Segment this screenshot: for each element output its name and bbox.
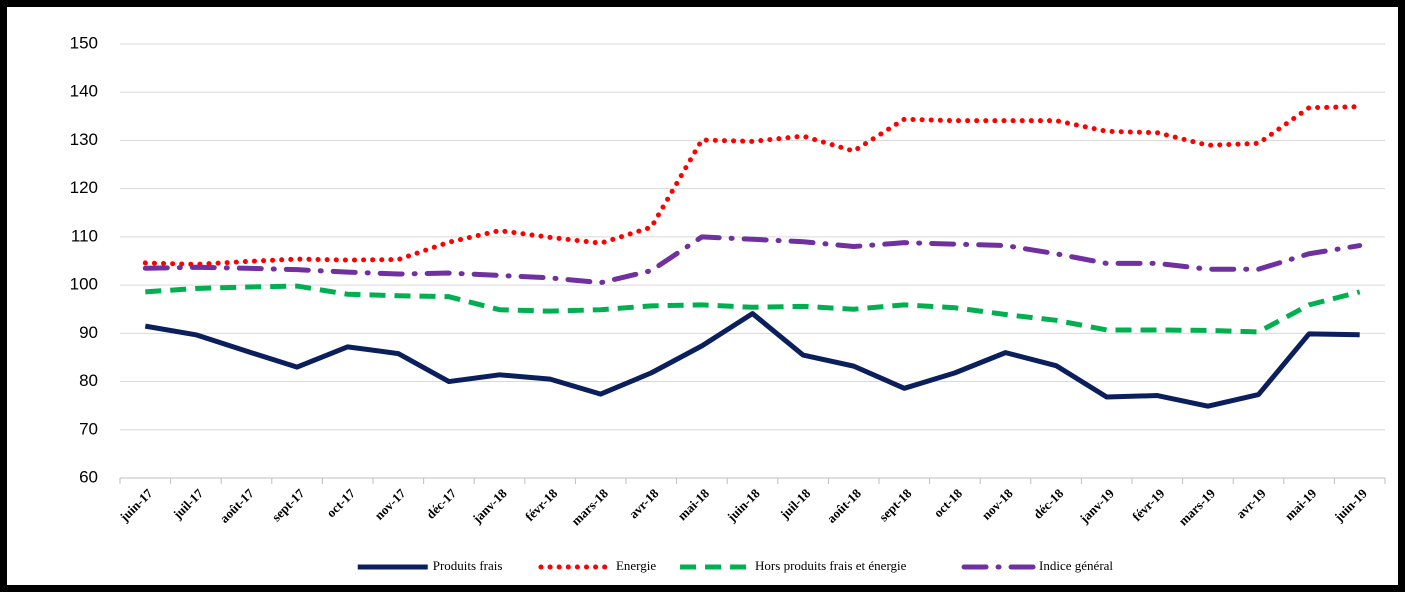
- series-line: [145, 283, 1361, 335]
- series-line: [142, 104, 1363, 267]
- y-tick-label: 60: [79, 467, 98, 486]
- series-line: [144, 311, 1360, 409]
- series-line: [142, 234, 1363, 286]
- y-tick-label: 80: [79, 371, 98, 390]
- y-tick-label: 110: [71, 226, 98, 245]
- y-tick-label: 130: [70, 130, 98, 149]
- y-tick-label: 140: [70, 82, 98, 101]
- legend-label: Produits frais: [433, 558, 503, 573]
- legend-label: Indice général: [1039, 558, 1113, 573]
- y-tick-label: 100: [70, 275, 98, 294]
- y-tick-label: 120: [70, 178, 98, 197]
- y-tick-label: 70: [79, 419, 98, 438]
- legend-label: Energie: [616, 558, 656, 573]
- legend-label: Hors produits frais et énergie: [755, 558, 907, 573]
- y-tick-label: 150: [70, 33, 98, 52]
- y-tick-label: 90: [79, 323, 98, 342]
